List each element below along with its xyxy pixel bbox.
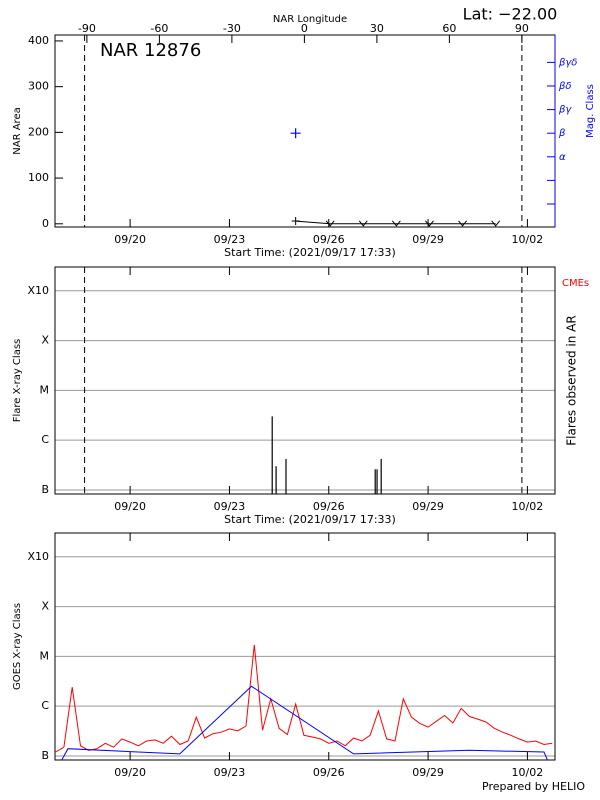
- y-axis-label: GOES X-ray Class: [12, 603, 23, 690]
- mag-class-point: [290, 128, 301, 139]
- x-tick-label: 10/02: [512, 233, 544, 246]
- x-tick-label: 09/26: [313, 766, 345, 779]
- point-marker: [325, 220, 335, 227]
- x2-tick-label: 90: [515, 22, 529, 35]
- y-tick-label: B: [41, 749, 49, 762]
- x-tick-label: 09/26: [313, 233, 345, 246]
- x-tick-label: 09/23: [214, 233, 246, 246]
- y2-tick-label: βγ: [558, 105, 572, 116]
- cme-label: CMEs: [562, 278, 589, 289]
- plot-frame: [54, 266, 556, 495]
- x-tick-label: 09/29: [412, 766, 444, 779]
- footer: Prepared by HELIO: [482, 780, 585, 793]
- x-tick-label: 09/20: [114, 500, 146, 513]
- y-tick-label: 100: [28, 171, 49, 184]
- point-marker: [491, 220, 501, 227]
- plot-frame: [54, 532, 556, 761]
- y-tick-label: X: [41, 334, 49, 347]
- point-marker: [291, 217, 300, 226]
- x-tick-label: 09/29: [412, 233, 444, 246]
- y-tick-label: X10: [27, 284, 49, 297]
- y-tick-label: X: [41, 600, 49, 613]
- x2-tick-label: -90: [78, 22, 96, 35]
- y2-axis-label: Mag. Class: [585, 84, 596, 138]
- x-tick-label: 09/20: [114, 766, 146, 779]
- x-tick-label: 09/26: [313, 500, 345, 513]
- y-tick-label: 200: [28, 125, 49, 138]
- x2-tick-label: -60: [150, 22, 168, 35]
- chart-title: Lat: −22.00: [463, 5, 558, 24]
- y-tick-label: 300: [28, 80, 49, 93]
- point-marker: [391, 220, 401, 227]
- x-tick-label: 09/23: [214, 766, 246, 779]
- point-marker: [358, 220, 368, 227]
- y2-tick-label: βγδ: [558, 57, 577, 68]
- x2-tick-label: 0: [301, 22, 308, 35]
- y-tick-label: C: [41, 433, 49, 446]
- x-tick-label: 10/02: [512, 766, 544, 779]
- x2-tick-label: 60: [442, 22, 456, 35]
- y-tick-label: C: [41, 699, 49, 712]
- annotation: NAR 12876: [100, 40, 201, 61]
- x-axis-label: Start Time: (2021/09/17 17:33): [224, 513, 396, 526]
- x2-tick-label: -30: [223, 22, 241, 35]
- y-tick-label: M: [40, 383, 50, 396]
- y2-tick-label: β: [558, 128, 566, 139]
- y-tick-label: 400: [28, 34, 49, 47]
- y-axis-label: NAR Area: [12, 107, 23, 154]
- y-tick-label: X10: [27, 550, 49, 563]
- x2-axis-label: NAR Longitude: [273, 14, 347, 25]
- y2-axis-label: Flares observed in AR: [565, 315, 579, 445]
- x-axis-label: Start Time: (2021/09/17 17:33): [224, 246, 396, 259]
- data-line: [295, 220, 496, 225]
- y2-tick-label: α: [559, 152, 566, 163]
- y2-tick-label: βδ: [558, 81, 572, 92]
- x-tick-label: 09/29: [412, 500, 444, 513]
- y-tick-label: M: [40, 649, 50, 662]
- y-axis-label: Flare X-ray Class: [12, 339, 23, 423]
- x-tick-label: 09/20: [114, 233, 146, 246]
- data-line: [61, 685, 548, 760]
- y-tick-label: B: [41, 483, 49, 496]
- point-marker: [458, 220, 467, 227]
- x2-tick-label: 30: [370, 22, 384, 35]
- y-tick-label: 0: [42, 217, 49, 230]
- data-line: [55, 644, 553, 753]
- x-tick-label: 10/02: [512, 500, 544, 513]
- x-tick-label: 09/23: [214, 500, 246, 513]
- point-marker: [425, 220, 434, 227]
